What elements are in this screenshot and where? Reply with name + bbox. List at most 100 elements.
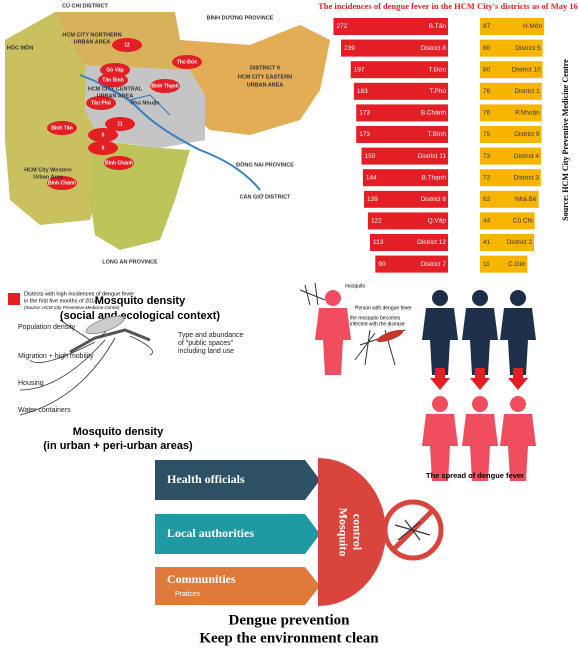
spread-label: the mosquito becomes xyxy=(350,315,401,321)
district-marker xyxy=(88,128,118,142)
bar xyxy=(333,18,448,35)
bar xyxy=(353,82,448,100)
region-south xyxy=(90,140,190,250)
density-bottom-subtitle: (in urban + peri-urban areas) xyxy=(43,440,193,452)
bar xyxy=(480,61,543,79)
value-label: 80 xyxy=(483,45,491,52)
group-label: Health officials xyxy=(167,472,245,486)
category-label: T.Đức xyxy=(429,66,447,73)
bar xyxy=(350,61,448,79)
category-label: Củ Chi xyxy=(513,217,533,225)
category-label: District 6 xyxy=(421,196,447,203)
map-label: Urban Area xyxy=(33,174,63,180)
map-label: 8 xyxy=(102,145,105,151)
district-marker xyxy=(47,176,77,190)
value-label: 183 xyxy=(357,88,368,95)
factor: Housing xyxy=(18,380,44,387)
value-label: 144 xyxy=(366,174,377,181)
district-marker xyxy=(150,79,180,93)
value-label: 75 xyxy=(483,131,491,138)
value-label: 76 xyxy=(483,110,491,117)
spread-caption: The spread of dengue fever xyxy=(426,471,524,480)
bar xyxy=(361,147,448,165)
chart-source: Source: HCM City Preventive Medicine Cen… xyxy=(561,59,570,221)
category-label: Q.Vấp xyxy=(428,216,447,225)
group-label: Communities xyxy=(167,572,236,586)
value-label: 239 xyxy=(344,45,355,52)
prevention-title: Dengue prevention xyxy=(229,612,351,628)
value-label: 41 xyxy=(483,239,491,246)
map-label: Bình Chánh xyxy=(48,180,76,186)
district-marker xyxy=(86,96,116,110)
bar xyxy=(367,212,448,230)
legend-swatch xyxy=(8,293,20,305)
bar xyxy=(364,190,448,208)
category-label: P.Nhuận xyxy=(515,110,540,117)
arrow xyxy=(470,368,490,390)
factor: including land use xyxy=(178,348,234,355)
bar xyxy=(480,147,542,165)
map-label: Tân Bình xyxy=(102,77,123,83)
person-head xyxy=(432,290,448,306)
bar xyxy=(480,82,542,100)
value-label: 90 xyxy=(378,261,386,268)
category-label: B.Thạnh xyxy=(421,174,446,181)
person-body xyxy=(462,414,498,481)
map-label: Thủ Đức xyxy=(177,59,198,65)
value-label: 73 xyxy=(483,153,491,160)
person-body xyxy=(462,308,498,375)
person-body xyxy=(315,308,351,375)
category-label: B.Chánh xyxy=(421,110,447,117)
map-label: 11 xyxy=(117,121,123,127)
prevention-subtitle: Keep the environment clean xyxy=(199,630,379,646)
person-body xyxy=(500,308,536,375)
legend-text: Districts with high incidences of dengue… xyxy=(24,291,134,297)
map-label: LONG AN PROVINCE xyxy=(102,259,158,265)
prevention-diagram xyxy=(155,458,444,606)
bar xyxy=(341,39,448,57)
bar xyxy=(370,234,448,251)
district-marker xyxy=(172,55,202,69)
category-label: District 8 xyxy=(421,45,447,52)
value-label: 76 xyxy=(483,88,491,95)
map-label: CẦN GIỜ DISTRICT xyxy=(240,192,291,200)
density-subtitle: (social and ecological context) xyxy=(60,310,220,322)
spread-label: Person with dengue fever xyxy=(355,305,412,311)
map-label: HÓC MÔN xyxy=(7,43,34,51)
category-label: B.Tân xyxy=(429,23,447,30)
bar xyxy=(480,39,543,57)
person-body xyxy=(500,414,536,481)
category-label: District 7 xyxy=(421,261,447,268)
map-label: Bình Chánh xyxy=(105,160,133,166)
district-marker xyxy=(98,73,128,87)
value-label: 272 xyxy=(336,23,347,30)
value-label: 173 xyxy=(359,131,370,138)
category-label: T.Phú xyxy=(429,88,446,95)
category-label: T.Bình xyxy=(428,131,447,138)
map-label: URBAN AREA xyxy=(74,39,111,45)
map-label: Bình Thạnh xyxy=(151,83,179,89)
category-label: H.Môn xyxy=(523,23,543,30)
bar xyxy=(480,255,528,273)
map-label: ĐỒNG NAI PROVINCE xyxy=(236,161,294,168)
factor: Water containers xyxy=(18,407,71,414)
arrow xyxy=(430,368,450,390)
bar xyxy=(480,169,541,187)
legend-source: (Source: HCM City Preventive Medicine Ce… xyxy=(24,305,120,310)
bar xyxy=(375,255,448,273)
district-marker xyxy=(105,117,135,131)
value-label: 62 xyxy=(483,196,491,203)
factor: of "public spaces" xyxy=(178,340,234,347)
value-label: 87 xyxy=(483,23,491,30)
value-label: 139 xyxy=(367,196,378,203)
value-label: 80 xyxy=(483,66,491,73)
map-label: Phú Nhuận xyxy=(130,100,160,106)
mosquito xyxy=(299,282,326,306)
value-label: 44 xyxy=(483,218,491,225)
spread-label: infected with the disease xyxy=(350,321,405,327)
bar xyxy=(480,126,542,143)
region-west xyxy=(5,12,120,225)
factor: Type and abundance xyxy=(178,332,243,339)
person-body xyxy=(422,414,458,481)
map-label: URBAN AREA xyxy=(247,82,284,88)
